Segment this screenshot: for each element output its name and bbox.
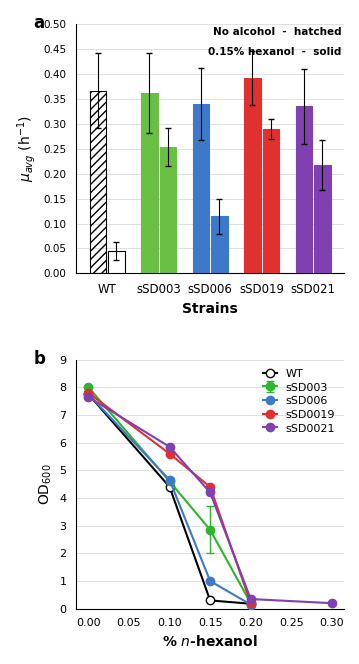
Bar [90,90,106,274]
Bar [193,104,209,274]
Text: a: a [33,15,45,33]
Y-axis label: $\mu_{avg}$ (h$^{-1}$): $\mu_{avg}$ (h$^{-1}$) [15,116,38,183]
Bar [211,216,228,274]
Legend: WT, sSD003, sSD006, sSD0019, sSD0021: WT, sSD003, sSD006, sSD0019, sSD0021 [260,365,339,437]
Bar [295,106,312,274]
Bar [244,78,261,274]
X-axis label: Strains: Strains [182,301,238,315]
Y-axis label: OD$_{600}$: OD$_{600}$ [37,463,54,505]
Text: b: b [33,350,45,368]
Text: No alcohol  -  hatched: No alcohol - hatched [213,27,341,37]
Bar [160,147,176,274]
Bar [108,252,125,274]
X-axis label: % $\mathit{n}$-hexanol: % $\mathit{n}$-hexanol [162,634,258,649]
Bar [314,165,331,274]
Bar [141,93,158,274]
Bar [263,129,279,274]
Text: 0.15% hexanol  -  solid: 0.15% hexanol - solid [208,46,341,56]
